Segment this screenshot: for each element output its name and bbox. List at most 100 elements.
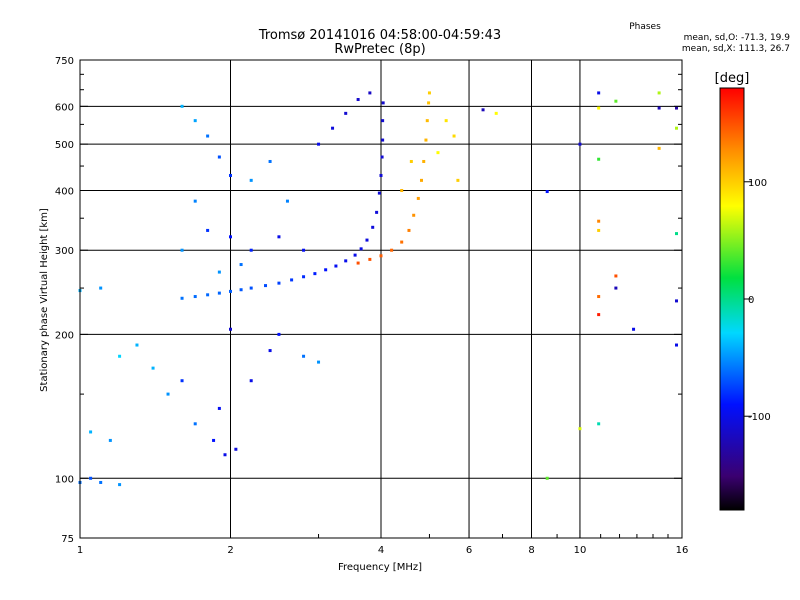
data-point-series-0 [239, 263, 243, 267]
data-point-series-2 [180, 379, 184, 383]
data-point-series-2 [268, 349, 272, 353]
data-point-series-2 [217, 406, 221, 410]
data-point-series-1 [407, 228, 411, 232]
data-point-series-0 [375, 210, 379, 214]
y-tick-label: 500 [55, 140, 74, 151]
data-point-series-0 [193, 119, 197, 123]
colorbar-tick-label: 100 [748, 178, 767, 189]
data-point-series-0 [313, 272, 317, 276]
data-point-series-3 [597, 157, 601, 161]
data-point-series-0 [206, 293, 210, 297]
data-point-series-0 [277, 235, 281, 239]
data-point-series-2 [108, 438, 112, 442]
data-point-series-2 [193, 422, 197, 426]
chart-title: Tromsø 20141016 04:58:00-04:59:43 [258, 28, 502, 43]
data-point-series-0 [193, 199, 197, 203]
data-point-series-2 [99, 286, 103, 290]
data-point-series-3 [545, 476, 549, 480]
data-point-series-1 [427, 91, 431, 95]
data-point-series-1 [424, 138, 428, 142]
y-tick-label: 400 [55, 186, 74, 197]
data-point-series-0 [249, 178, 253, 182]
phase-o-stats: mean, sd,O: -71.3, 19.9 [683, 33, 790, 43]
data-point-series-0 [344, 259, 348, 263]
data-point-series-2 [151, 366, 155, 370]
grid-lines [80, 60, 682, 538]
colorbar-tick-label: 0 [748, 295, 754, 306]
data-point-series-1 [356, 261, 360, 265]
data-point-series-0 [264, 284, 268, 288]
data-point-series-0 [206, 228, 210, 232]
x-axis-label: Frequency [MHz] [338, 562, 422, 573]
data-point-series-3 [578, 427, 582, 431]
data-point-series-3 [597, 228, 601, 232]
data-point-series-3 [657, 106, 661, 110]
data-point-series-3 [597, 422, 601, 426]
data-point-series-2 [135, 343, 139, 347]
data-point-series-3 [614, 99, 618, 103]
data-point-series-3 [614, 274, 618, 278]
data-point-series-1 [409, 159, 413, 163]
data-point-series-0 [365, 238, 369, 242]
data-point-series-2 [317, 360, 321, 364]
data-point-series-3 [597, 91, 601, 95]
data-point-series-1 [416, 196, 420, 200]
data-point-series-1 [400, 188, 404, 192]
data-point-series-0 [285, 199, 289, 203]
data-point-series-0 [368, 91, 372, 95]
data-point-series-0 [324, 268, 328, 272]
data-point-series-2 [212, 438, 216, 442]
data-point-series-1 [436, 151, 440, 155]
y-tick-label: 75 [61, 534, 74, 545]
x-tick-label: 6 [466, 545, 472, 556]
data-point-series-0 [353, 253, 357, 257]
data-point-series-2 [234, 447, 238, 451]
data-point-series-2 [118, 354, 122, 358]
data-point-series-0 [217, 270, 221, 274]
colorbar-unit: [deg] [715, 71, 750, 86]
data-point-series-2 [89, 430, 93, 434]
data-point-series-3 [481, 108, 485, 112]
data-point-series-1 [390, 248, 394, 252]
data-point-series-3 [657, 146, 661, 150]
data-point-series-0 [379, 173, 383, 177]
x-tick-label: 4 [378, 545, 384, 556]
data-point-series-0 [381, 138, 385, 142]
data-point-series-0 [356, 98, 360, 102]
phase-box-title: Phases [629, 22, 661, 32]
colorbar: [deg] 100 0 -100 [715, 71, 771, 511]
data-point-series-0 [380, 155, 384, 159]
data-point-series-0 [290, 278, 294, 282]
x-tick-label: 16 [676, 545, 689, 556]
data-point-series-0 [239, 288, 243, 292]
data-point-series-0 [302, 275, 306, 279]
data-point-series-0 [334, 264, 338, 268]
data-point-series-2 [229, 327, 232, 331]
data-point-series-3 [632, 327, 636, 331]
data-point-series-0 [249, 248, 253, 252]
data-point-series-0 [180, 248, 184, 252]
data-point-series-0 [377, 191, 381, 195]
data-point-series-0 [193, 295, 197, 299]
y-tick-label: 300 [55, 246, 74, 257]
data-point-series-1 [444, 119, 448, 123]
data-point-series-0 [180, 296, 184, 300]
data-point-series-3 [675, 343, 679, 347]
data-point-series-0 [381, 119, 385, 123]
data-point-series-0 [359, 247, 363, 251]
y-tick-label: 200 [55, 330, 74, 341]
data-point-series-3 [675, 299, 679, 303]
colorbar-gradient [719, 87, 745, 511]
data-point-series-3 [597, 106, 601, 110]
x-tick-label: 1 [77, 545, 83, 556]
data-point-series-0 [317, 142, 321, 146]
chart-subtitle: RwPretec (8p) [334, 42, 426, 57]
data-point-series-3 [657, 91, 661, 95]
data-point-series-2 [302, 354, 306, 358]
data-point-series-0 [229, 235, 232, 239]
data-point-series-0 [180, 104, 184, 108]
data-point-series-2 [89, 476, 93, 480]
data-point-series-0 [229, 289, 232, 293]
data-point-series-3 [545, 190, 549, 194]
